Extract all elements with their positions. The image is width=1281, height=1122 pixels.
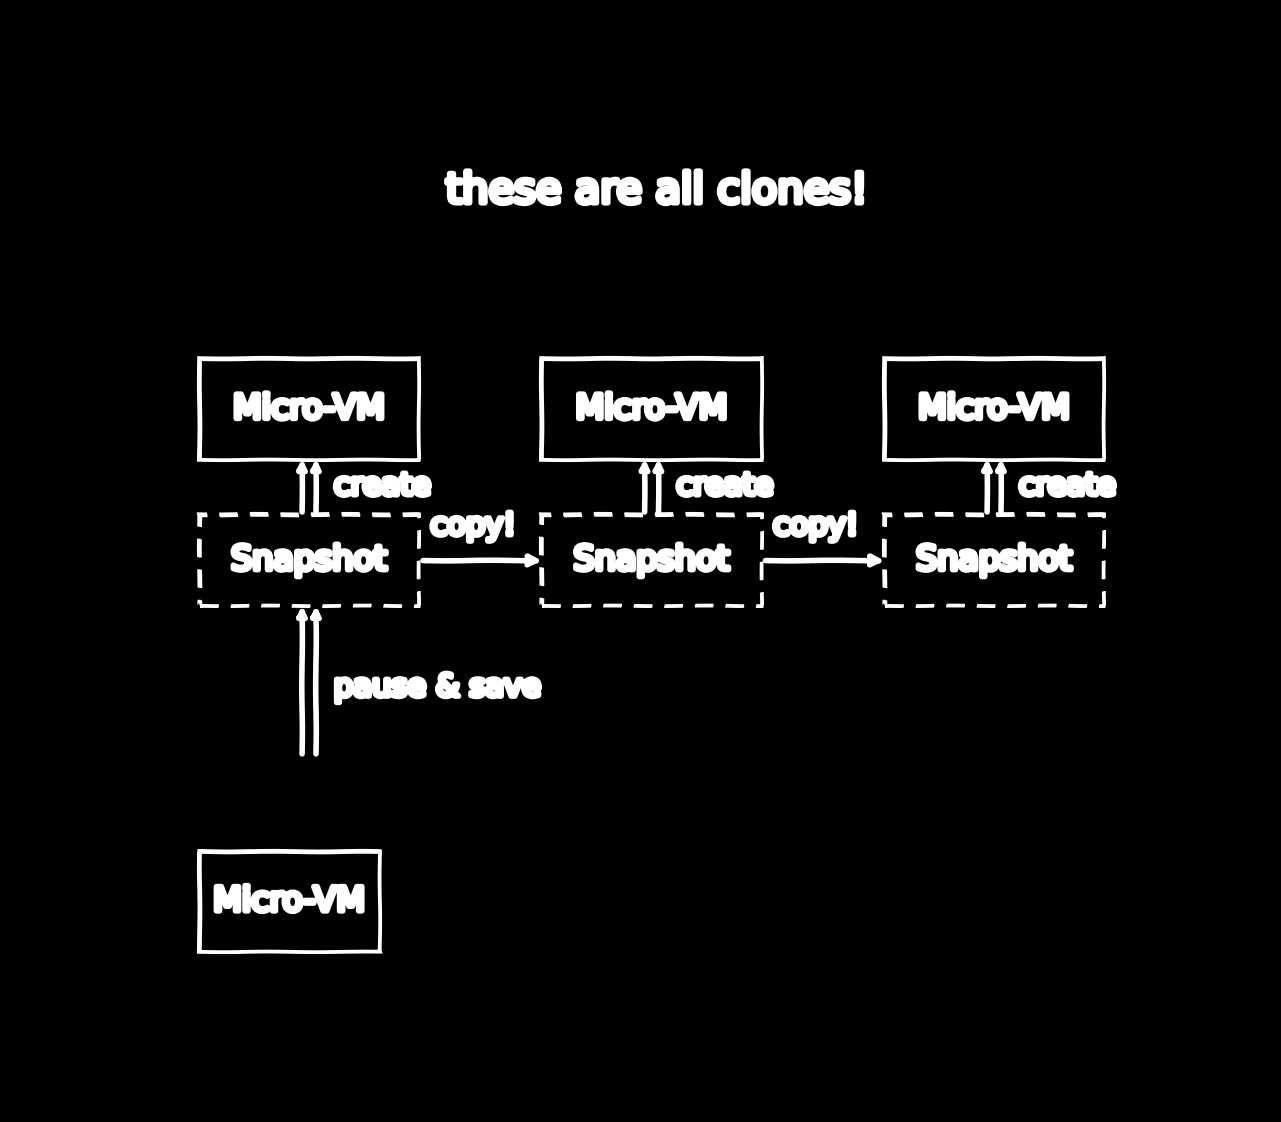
Bar [200, 515, 418, 606]
Text: create: create [334, 471, 430, 500]
Bar [885, 515, 1103, 606]
Text: these are all clones!: these are all clones! [446, 169, 867, 212]
Text: pause & save: pause & save [334, 673, 541, 702]
Bar [542, 515, 761, 606]
Text: Snapshot: Snapshot [916, 544, 1072, 577]
Text: Snapshot: Snapshot [574, 544, 730, 577]
Text: copy!: copy! [772, 512, 858, 541]
Text: Micro-VM: Micro-VM [575, 393, 728, 425]
Text: copy!: copy! [430, 512, 515, 541]
Bar [542, 359, 761, 459]
Text: Snapshot: Snapshot [231, 544, 387, 577]
Text: create: create [676, 471, 774, 500]
Text: create: create [1018, 471, 1116, 500]
Text: Micro-VM: Micro-VM [213, 885, 365, 918]
Text: Micro-VM: Micro-VM [918, 393, 1070, 425]
Text: Micro-VM: Micro-VM [233, 393, 386, 425]
Bar [200, 359, 418, 459]
Bar [885, 359, 1103, 459]
Bar [200, 852, 379, 951]
